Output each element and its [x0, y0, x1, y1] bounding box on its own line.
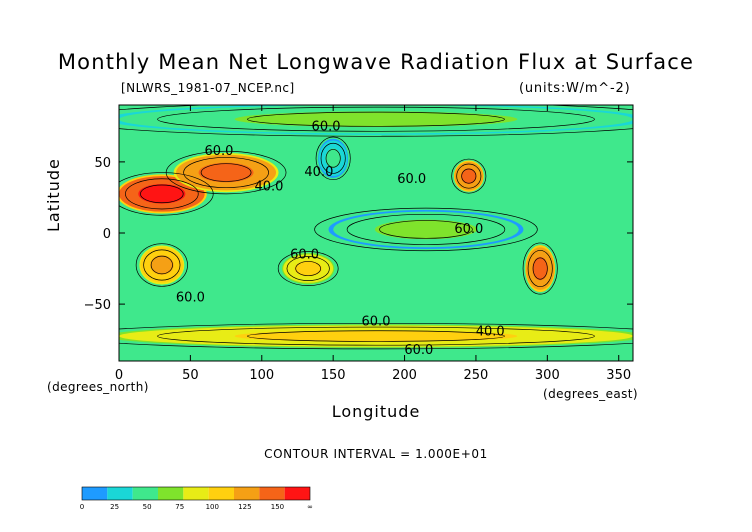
contour-line-antarctic-margin-1 [157, 326, 595, 346]
heatmap-region-siberia-cold-core [325, 148, 342, 169]
contour-line-central-asia-2 [200, 163, 252, 182]
heatmap-region-antarctic-margin-core [234, 330, 518, 342]
contour-line-siberia-cold-2 [325, 149, 341, 168]
colorbar-label: 25 [110, 503, 119, 511]
contour-label: 60.0 [204, 144, 233, 159]
contour-line-north-africa-arabia-1 [125, 178, 199, 210]
contour-label: 40.0 [476, 324, 505, 339]
units-label: (units:W/m^-2) [519, 81, 631, 96]
contour-line-australia-0 [277, 251, 339, 286]
colorbar-label: 0 [80, 503, 84, 511]
contour-line-southern-africa-2 [150, 255, 173, 275]
contour-line-arctic-2 [247, 111, 505, 127]
x-tick-label: 100 [249, 368, 274, 383]
colorbar-label: 150 [271, 503, 284, 511]
heatmap-field [119, 105, 633, 361]
colorbar-frame [81, 486, 311, 501]
contour-line-western-north-america-0 [451, 158, 487, 194]
contour-label: 60.0 [454, 222, 483, 237]
contour-line-western-north-america-2 [461, 168, 477, 184]
contour-line-western-north-america-1 [456, 163, 482, 189]
chart-title: Monthly Mean Net Longwave Radiation Flux… [57, 50, 695, 74]
colorbar-label: 50 [143, 503, 152, 511]
contour-line-arctic-0 [119, 105, 633, 137]
contour-labels: 60.0 40.0 60.0 60.0 60.0 60.0 60.0 60.0 40.0 60.0… [176, 120, 505, 358]
contour-line-siberia-cold-0 [315, 136, 351, 181]
y-tick-label: −50 [84, 298, 111, 313]
heatmap-region-southern-africa-core [150, 255, 174, 275]
contour-label: 60.0 [362, 314, 391, 329]
x-tick-label: 250 [464, 368, 489, 383]
x-tick-label: 300 [535, 368, 560, 383]
colorbar-swatch [208, 487, 234, 500]
x-tick-label: 50 [182, 368, 199, 383]
contour-line-arctic-1 [157, 106, 595, 132]
contour-line-equatorial-pacific-2 [379, 220, 473, 239]
y-tick-label: 50 [94, 156, 111, 171]
contour-line-antarctic-margin-2 [247, 330, 505, 342]
colorbar-swatch [132, 487, 158, 500]
colorbar-swatch [107, 487, 133, 500]
contour-interval-note: CONTOUR INTERVAL = 1.000E+01 [264, 447, 488, 461]
contour-line-south-america-west-1 [527, 250, 553, 288]
x-axis-unit: (degrees_east) [543, 387, 638, 401]
heatmap-region-western-north-america-core [460, 168, 477, 184]
contour-line-siberia-cold-1 [320, 142, 346, 174]
dataset-filename: [NLWRS_1981-07_NCEP.nc] [121, 81, 295, 95]
colorbar-swatch [158, 487, 184, 500]
x-tick-label: 350 [606, 368, 631, 383]
colorbar-swatch [284, 487, 310, 500]
contour-line-southern-africa-0 [135, 243, 188, 287]
colorbar-swatch [259, 487, 285, 500]
contour-label: 40.0 [304, 165, 333, 180]
x-tick-label: 0 [115, 368, 123, 383]
x-tick-label: 200 [392, 368, 417, 383]
y-tick-label: 0 [103, 227, 111, 242]
contour-label: 60.0 [176, 290, 205, 305]
contour-line-north-africa-arabia-0 [119, 172, 214, 216]
contour-line-antarctic-margin-0 [119, 322, 633, 350]
colorbar-label: 125 [238, 503, 251, 511]
heatmap-region-north-africa-arabia-core [138, 184, 186, 204]
contour-line-central-asia-0 [165, 150, 287, 195]
contour-line-central-asia-1 [183, 157, 269, 189]
colorbar-label: ∞ [307, 503, 313, 511]
contour-line-southern-africa-1 [143, 249, 181, 281]
heatmap-region-south-america-west-core [532, 256, 549, 281]
contour-line-australia-2 [295, 261, 322, 277]
contour-line-north-africa-arabia-2 [140, 184, 184, 204]
contour-line-south-america-west-0 [522, 242, 558, 295]
x-axis-title: Longitude [331, 402, 421, 421]
contour-label: 60.0 [290, 248, 319, 263]
contour-label: 60.0 [404, 343, 433, 358]
heatmap-region-equatorial-pacific-core [374, 219, 478, 240]
heatmap-region-central-asia-core [198, 162, 254, 183]
colorbar-swatch [82, 487, 108, 500]
x-tick-label: 150 [321, 368, 346, 383]
contour-line-equatorial-pacific-1 [346, 213, 506, 245]
y-axis-unit: (degrees_north) [47, 380, 149, 394]
contour-lines [119, 105, 633, 350]
colorbar-label: 75 [175, 503, 184, 511]
heatmap-region-arctic-core [234, 111, 518, 128]
colorbar-swatch [234, 487, 260, 500]
heatmap-region-australia-core [294, 260, 322, 277]
axes: 0 50 100 150 200 250 300 350 −50 0 50 [84, 105, 633, 383]
contour-line-australia-1 [286, 256, 330, 281]
contour-label: 60.0 [397, 172, 426, 187]
colorbar: 0 25 50 75 100 125 150 ∞ [80, 486, 313, 511]
colorbar-label: 100 [206, 503, 219, 511]
contour-label: 40.0 [254, 179, 283, 194]
colorbar-swatch [183, 487, 209, 500]
contour-line-south-america-west-2 [532, 257, 548, 280]
contour-line-equatorial-pacific-0 [314, 207, 538, 252]
contour-label: 60.0 [312, 120, 341, 135]
